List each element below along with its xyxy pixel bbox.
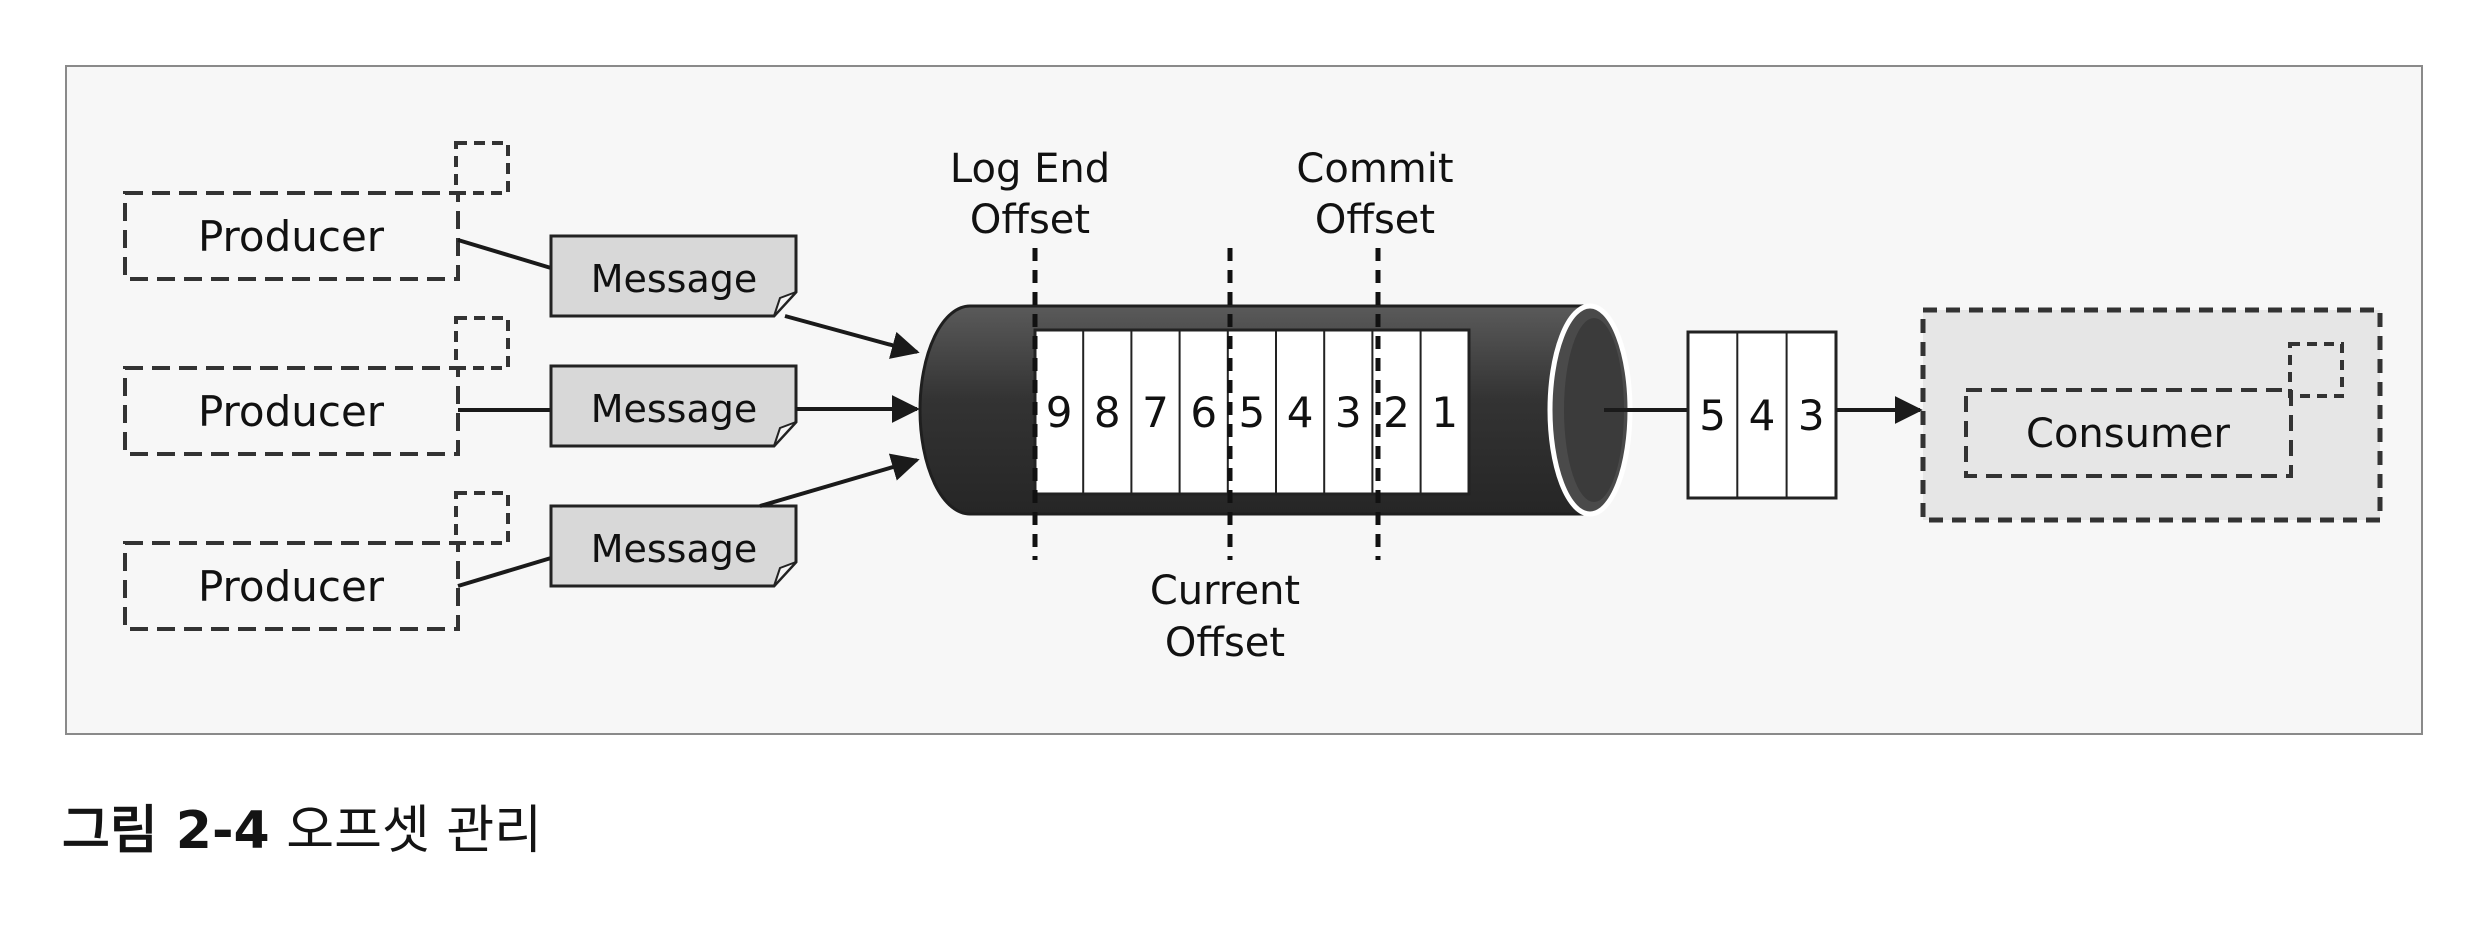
producer-connector-1	[457, 238, 552, 270]
log-cell-4: 4	[1287, 388, 1314, 437]
message-note-1: Message	[549, 234, 798, 318]
commit-offset-label-line2: Offset	[1315, 197, 1435, 243]
producer-port-1	[454, 141, 510, 195]
producer-box-3	[123, 541, 460, 631]
message-fold-3	[773, 561, 797, 587]
fetched-cell-4: 4	[1749, 391, 1776, 440]
log-cell-7: 7	[1142, 388, 1169, 437]
message-label-3: Message	[591, 527, 758, 571]
message-note-3: Message	[549, 504, 798, 588]
consumer-label: Consumer	[2026, 411, 2231, 457]
message-fold-2	[773, 421, 797, 447]
message-label-1: Message	[591, 257, 758, 301]
consumer-port	[2288, 342, 2344, 398]
producer-box-1	[123, 191, 460, 281]
tube-end-shade	[1564, 318, 1624, 502]
producer-label-1: Producer	[198, 212, 385, 261]
commit-offset-label-line1: Commit	[1296, 146, 1453, 192]
producer-group-3: Producer	[123, 491, 510, 631]
producer-connector-3	[457, 556, 552, 588]
fetched-batch-frame	[1686, 330, 1838, 500]
message-arrow-1	[784, 314, 920, 359]
log-cell-3: 3	[1335, 388, 1362, 437]
log-cell-2: 2	[1383, 388, 1410, 437]
consumer-inner-box	[1964, 388, 2293, 478]
current-offset-label-line1: Current	[1150, 568, 1300, 614]
producer-box-2	[123, 366, 460, 456]
log-cells-frame	[1033, 328, 1471, 496]
producer-group-2: Producer	[123, 316, 510, 456]
log-cell-9: 9	[1046, 388, 1073, 437]
producer-group-1: Producer	[123, 141, 510, 281]
message-fold-1	[773, 291, 797, 317]
figure-caption: 그림 2-4 오프셋 관리	[62, 788, 542, 863]
message-label-2: Message	[591, 387, 758, 431]
caption-title: 오프셋 관리	[286, 801, 542, 861]
log-end-offset-label-line2: Offset	[970, 197, 1090, 243]
message-arrow-3	[759, 453, 920, 508]
fetched-cell-5: 5	[1699, 391, 1726, 440]
producer-label-2: Producer	[198, 387, 385, 436]
consumer-group: Consumer	[1920, 307, 2383, 523]
log-cell-1: 1	[1431, 388, 1458, 437]
producer-port-3	[454, 491, 510, 545]
log-cell-6: 6	[1190, 388, 1217, 437]
caption-prefix: 그림 2-4	[62, 801, 270, 861]
log-cell-8: 8	[1094, 388, 1121, 437]
consumer-outer-box	[1920, 307, 2383, 523]
log-cell-5: 5	[1239, 388, 1266, 437]
fetched-cell-3: 3	[1798, 391, 1825, 440]
producer-label-3: Producer	[198, 562, 385, 611]
message-note-2: Message	[549, 364, 798, 448]
current-offset-label-line2: Offset	[1165, 620, 1285, 666]
producer-port-2	[454, 316, 510, 370]
log-end-offset-label-line1: Log End	[950, 146, 1110, 192]
